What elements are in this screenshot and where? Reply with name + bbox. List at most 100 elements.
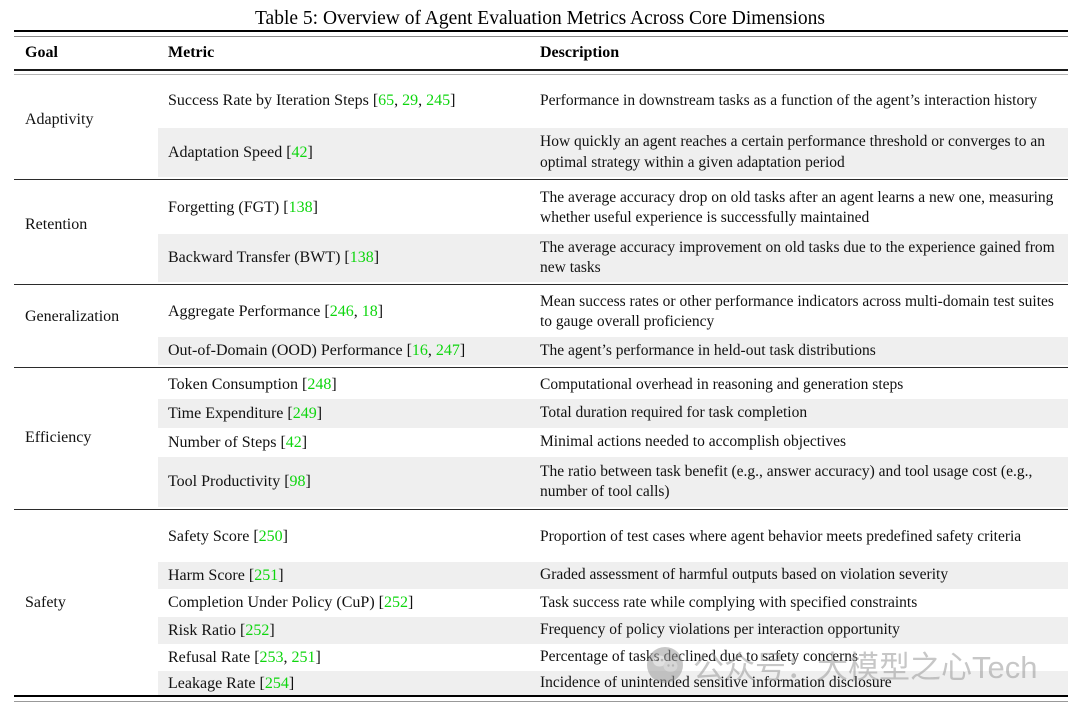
- metric-label: Forgetting (FGT): [168, 199, 280, 216]
- metric-cell: Tool Productivity [98]: [158, 457, 530, 507]
- description-cell: Total duration required for task complet…: [530, 399, 1068, 428]
- metric-cell: Success Rate by Iteration Steps [65, 29, …: [158, 74, 530, 128]
- citation-list: [252]: [378, 594, 414, 611]
- metric-label: Refusal Rate: [168, 648, 251, 666]
- description-text: Minimal actions needed to accomplish obj…: [540, 433, 847, 451]
- description-cell: The ratio between task benefit (e.g., an…: [530, 457, 1068, 507]
- table-row: Refusal Rate [253, 251] Percentage of tas…: [158, 644, 1068, 671]
- table-row: Tool Productivity [98] The ratio between …: [158, 457, 1068, 507]
- section-rule: [14, 284, 1068, 285]
- description-text: Total duration required for task complet…: [540, 404, 808, 422]
- description-cell: Computational overhead in reasoning and …: [530, 371, 1068, 399]
- description-cell: Mean success rates or other performance …: [530, 287, 1068, 337]
- table-row: Backward Transfer (BWT) [138] The average…: [158, 234, 1068, 282]
- metric-cell: Time Expenditure [249]: [158, 399, 530, 428]
- metric-label: Risk Ratio: [168, 621, 237, 639]
- table-row: Token Consumption [248] Computational ove…: [158, 371, 1068, 399]
- metric-label: Backward Transfer (BWT): [168, 249, 341, 266]
- table-row: Out-of-Domain (OOD) Performance [16, 247]…: [158, 337, 1068, 365]
- goal-label-adaptivity: Adaptivity: [25, 111, 94, 128]
- table-row: Completion Under Policy (CuP) [252] Task …: [158, 589, 1068, 617]
- description-text: The ratio between task benefit (e.g., an…: [540, 462, 1033, 501]
- description-text: Percentage of tasks declined due to safe…: [540, 648, 859, 666]
- citation-list: [248]: [302, 376, 337, 393]
- citation-list: [65, 29, 245]: [372, 92, 456, 109]
- metric-label: Aggregate Performance: [168, 303, 321, 320]
- citation-list: [250]: [253, 528, 288, 545]
- metric-label: Token Consumption: [168, 376, 298, 393]
- table-row: Number of Steps [42] Minimal actions need…: [158, 428, 1068, 457]
- description-cell: Graded assessment of harmful outputs bas…: [530, 562, 1068, 589]
- metric-cell: Token Consumption [248]: [158, 371, 530, 399]
- bottomrule: [14, 695, 1068, 702]
- metric-cell: Aggregate Performance [246, 18]: [158, 287, 530, 337]
- section-rule: [14, 509, 1068, 510]
- column-header-description: Description: [540, 44, 620, 61]
- description-text: Computational overhead in reasoning and …: [540, 375, 904, 393]
- description-cell: Percentage of tasks declined due to safe…: [530, 644, 1068, 671]
- metric-label: Safety Score: [168, 528, 250, 545]
- citation-list: [16, 247]: [406, 342, 466, 359]
- citation-list: [246, 18]: [324, 303, 384, 320]
- section-rule: [14, 367, 1068, 368]
- metric-label: Time Expenditure: [168, 404, 284, 422]
- metric-cell: Leakage Rate [254]: [158, 671, 530, 696]
- metric-label: Out-of-Domain (OOD) Performance: [168, 342, 403, 359]
- description-text: Incidence of unintended sensitive inform…: [540, 674, 892, 692]
- column-header-goal: Goal: [25, 44, 58, 61]
- description-text: Task success rate while complying with s…: [540, 593, 918, 611]
- citation-list: [42]: [286, 143, 313, 161]
- metric-label: Tool Productivity: [168, 473, 281, 490]
- table-row: Safety Score [250] Proportion of test cas…: [158, 512, 1068, 562]
- metric-cell: Backward Transfer (BWT) [138]: [158, 234, 530, 282]
- metric-cell: Adaptation Speed [42]: [158, 128, 530, 177]
- description-text: Frequency of policy violations per inter…: [540, 621, 900, 639]
- description-text: Graded assessment of harmful outputs bas…: [540, 566, 949, 584]
- metric-cell: Safety Score [250]: [158, 512, 530, 562]
- table-row: Aggregate Performance [246, 18] Mean succ…: [158, 287, 1068, 337]
- table-row: Adaptation Speed [42] How quickly an agen…: [158, 128, 1068, 177]
- metric-label: Leakage Rate: [168, 674, 256, 692]
- description-cell: The agent’s performance in held-out task…: [530, 337, 1068, 365]
- goal-label-retention: Retention: [25, 216, 88, 233]
- description-cell: Task success rate while complying with s…: [530, 589, 1068, 617]
- description-text: Proportion of test cases where agent beh…: [540, 527, 1022, 545]
- citation-list: [252]: [240, 621, 275, 639]
- metric-label: Success Rate by Iteration Steps: [168, 92, 369, 109]
- description-cell: Proportion of test cases where agent beh…: [530, 512, 1068, 562]
- citation-list: [251]: [248, 566, 284, 584]
- description-cell: Minimal actions needed to accomplish obj…: [530, 428, 1068, 457]
- metric-label: Harm Score: [168, 566, 245, 584]
- description-text: Performance in downstream tasks as a fun…: [540, 91, 1038, 109]
- description-text: How quickly an agent reaches a certain p…: [540, 133, 1045, 171]
- table-row: Harm Score [251] Graded assessment of har…: [158, 562, 1068, 589]
- citation-list: [254]: [259, 674, 295, 692]
- citation-list: [42]: [280, 433, 308, 451]
- table-caption: Table 5: Overview of Agent Evaluation Me…: [255, 8, 825, 29]
- metric-cell: Risk Ratio [252]: [158, 617, 530, 644]
- metric-cell: Completion Under Policy (CuP) [252]: [158, 589, 530, 617]
- goal-label-safety: Safety: [25, 594, 66, 611]
- citation-list: [249]: [287, 404, 323, 422]
- column-header-metric: Metric: [168, 44, 215, 61]
- description-text: The agent’s performance in held-out task…: [540, 341, 876, 359]
- header-rule: [14, 69, 1068, 75]
- description-cell: The average accuracy drop on old tasks a…: [530, 182, 1068, 234]
- description-text: The average accuracy improvement on old …: [540, 238, 1055, 277]
- citation-list: [98]: [284, 473, 311, 490]
- citation-list: [138]: [344, 249, 380, 266]
- citation-list: [253, 251]: [254, 648, 321, 666]
- table-row: Leakage Rate [254] Incidence of unintende…: [158, 671, 1068, 696]
- toprule: [14, 30, 1068, 37]
- metric-label: Adaptation Speed: [168, 143, 283, 161]
- description-text: The average accuracy drop on old tasks a…: [540, 188, 1054, 227]
- table-row: Success Rate by Iteration Steps [65, 29, …: [158, 74, 1068, 128]
- description-cell: The average accuracy improvement on old …: [530, 234, 1068, 282]
- table-row: Time Expenditure [249] Total duration req…: [158, 399, 1068, 428]
- metric-label: Number of Steps: [168, 433, 277, 451]
- goal-label-efficiency: Efficiency: [25, 429, 92, 446]
- metric-cell: Refusal Rate [253, 251]: [158, 644, 530, 671]
- goal-label-generalization: Generalization: [25, 308, 120, 325]
- metric-label: Completion Under Policy (CuP): [168, 594, 375, 611]
